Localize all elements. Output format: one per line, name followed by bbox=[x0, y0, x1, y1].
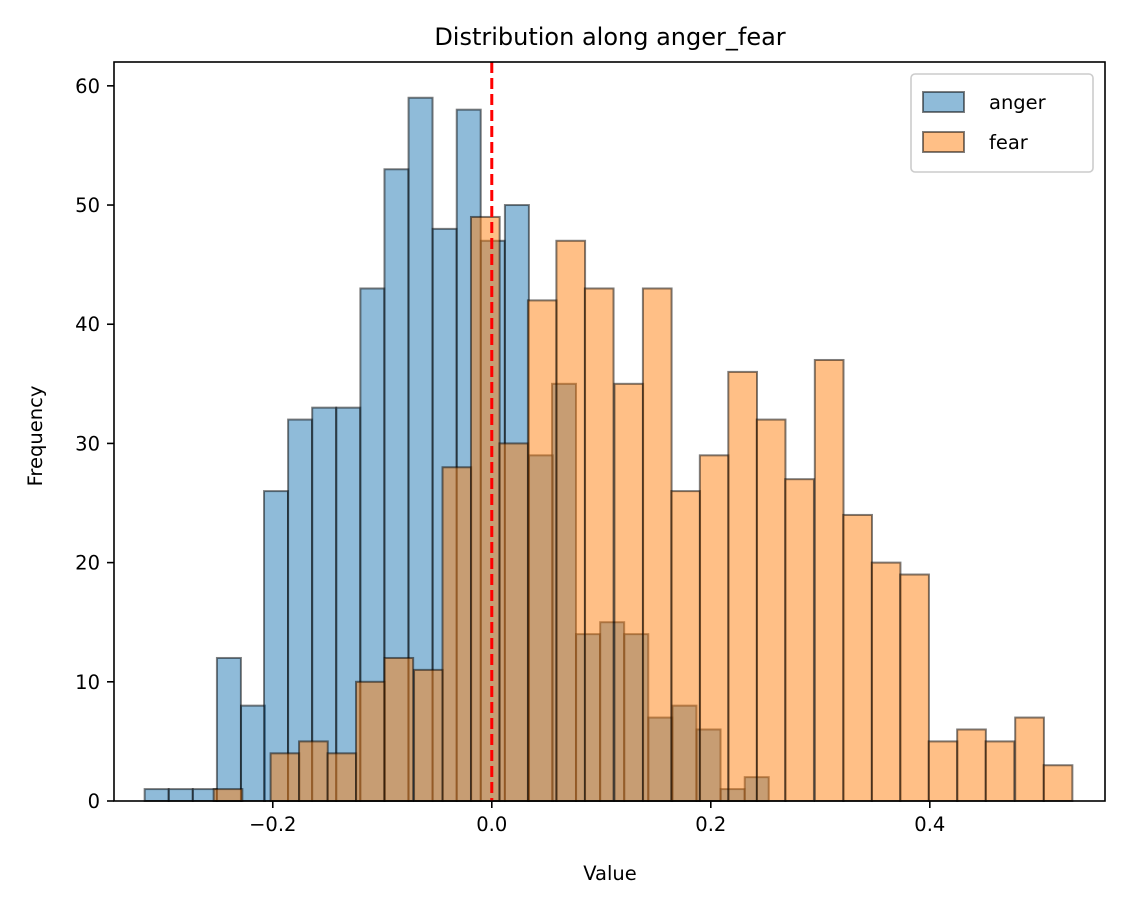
x-tick-label: −0.2 bbox=[249, 813, 296, 836]
y-axis-ticks: 0 10 20 30 40 50 60 bbox=[75, 75, 114, 813]
fear-bar bbox=[813, 358, 845, 802]
fear-bar bbox=[441, 466, 473, 802]
fear-bar bbox=[413, 668, 444, 803]
fear-bar bbox=[526, 299, 558, 802]
anger-bar bbox=[167, 788, 194, 803]
fear-bar bbox=[212, 788, 244, 803]
y-tick-label: 50 bbox=[75, 194, 100, 217]
legend-swatch-anger bbox=[922, 91, 965, 113]
legend-swatch-fear bbox=[922, 131, 965, 153]
fear-bar bbox=[326, 752, 358, 803]
x-tick-label: 0.0 bbox=[476, 813, 507, 836]
chart-title: Distribution along anger_fear bbox=[434, 23, 785, 51]
x-axis-label: Value bbox=[583, 862, 637, 885]
fear-bar bbox=[498, 442, 530, 802]
y-tick-label: 60 bbox=[75, 75, 100, 98]
fear-bar bbox=[870, 561, 902, 802]
anger-bar bbox=[143, 788, 170, 803]
fear-bar bbox=[698, 454, 730, 802]
fear-bar bbox=[956, 728, 987, 802]
y-axis-label: Frequency bbox=[24, 386, 47, 487]
legend: anger fear bbox=[910, 73, 1094, 173]
fear-bar bbox=[641, 287, 673, 803]
x-tick-label: 0.2 bbox=[695, 813, 726, 836]
fear-bar bbox=[899, 573, 930, 803]
fear-bar bbox=[670, 490, 702, 802]
x-axis-ticks: −0.2 0.0 0.2 0.4 bbox=[249, 801, 945, 836]
plot-frame bbox=[113, 61, 1106, 802]
fear-bar bbox=[298, 740, 329, 803]
fear-bar bbox=[469, 215, 501, 802]
fear-bar bbox=[842, 513, 873, 802]
anger-bar bbox=[215, 656, 242, 802]
anger-bar bbox=[240, 704, 267, 803]
y-tick-label: 30 bbox=[75, 432, 100, 455]
fear-bar bbox=[355, 680, 386, 802]
fear-bar bbox=[555, 239, 587, 803]
fear-bar bbox=[755, 418, 787, 802]
y-tick-label: 0 bbox=[88, 790, 100, 813]
fear-bar bbox=[784, 478, 815, 802]
y-tick-label: 10 bbox=[75, 671, 100, 694]
fear-bar bbox=[984, 740, 1016, 803]
y-tick-label: 40 bbox=[75, 313, 100, 336]
fear-bar bbox=[1014, 716, 1045, 802]
x-tick-label: 0.4 bbox=[914, 813, 945, 836]
fear-bar bbox=[383, 656, 415, 802]
fear-bar bbox=[269, 752, 301, 803]
fear-bar bbox=[927, 740, 959, 803]
fear-bar bbox=[727, 370, 758, 802]
legend-box bbox=[910, 73, 1094, 173]
legend-label-anger: anger bbox=[989, 91, 1047, 114]
fear-bar bbox=[1042, 764, 1074, 802]
fear-bar bbox=[583, 287, 615, 803]
y-tick-label: 20 bbox=[75, 552, 100, 575]
fear-bar bbox=[613, 382, 645, 802]
legend-label-fear: fear bbox=[989, 131, 1029, 154]
